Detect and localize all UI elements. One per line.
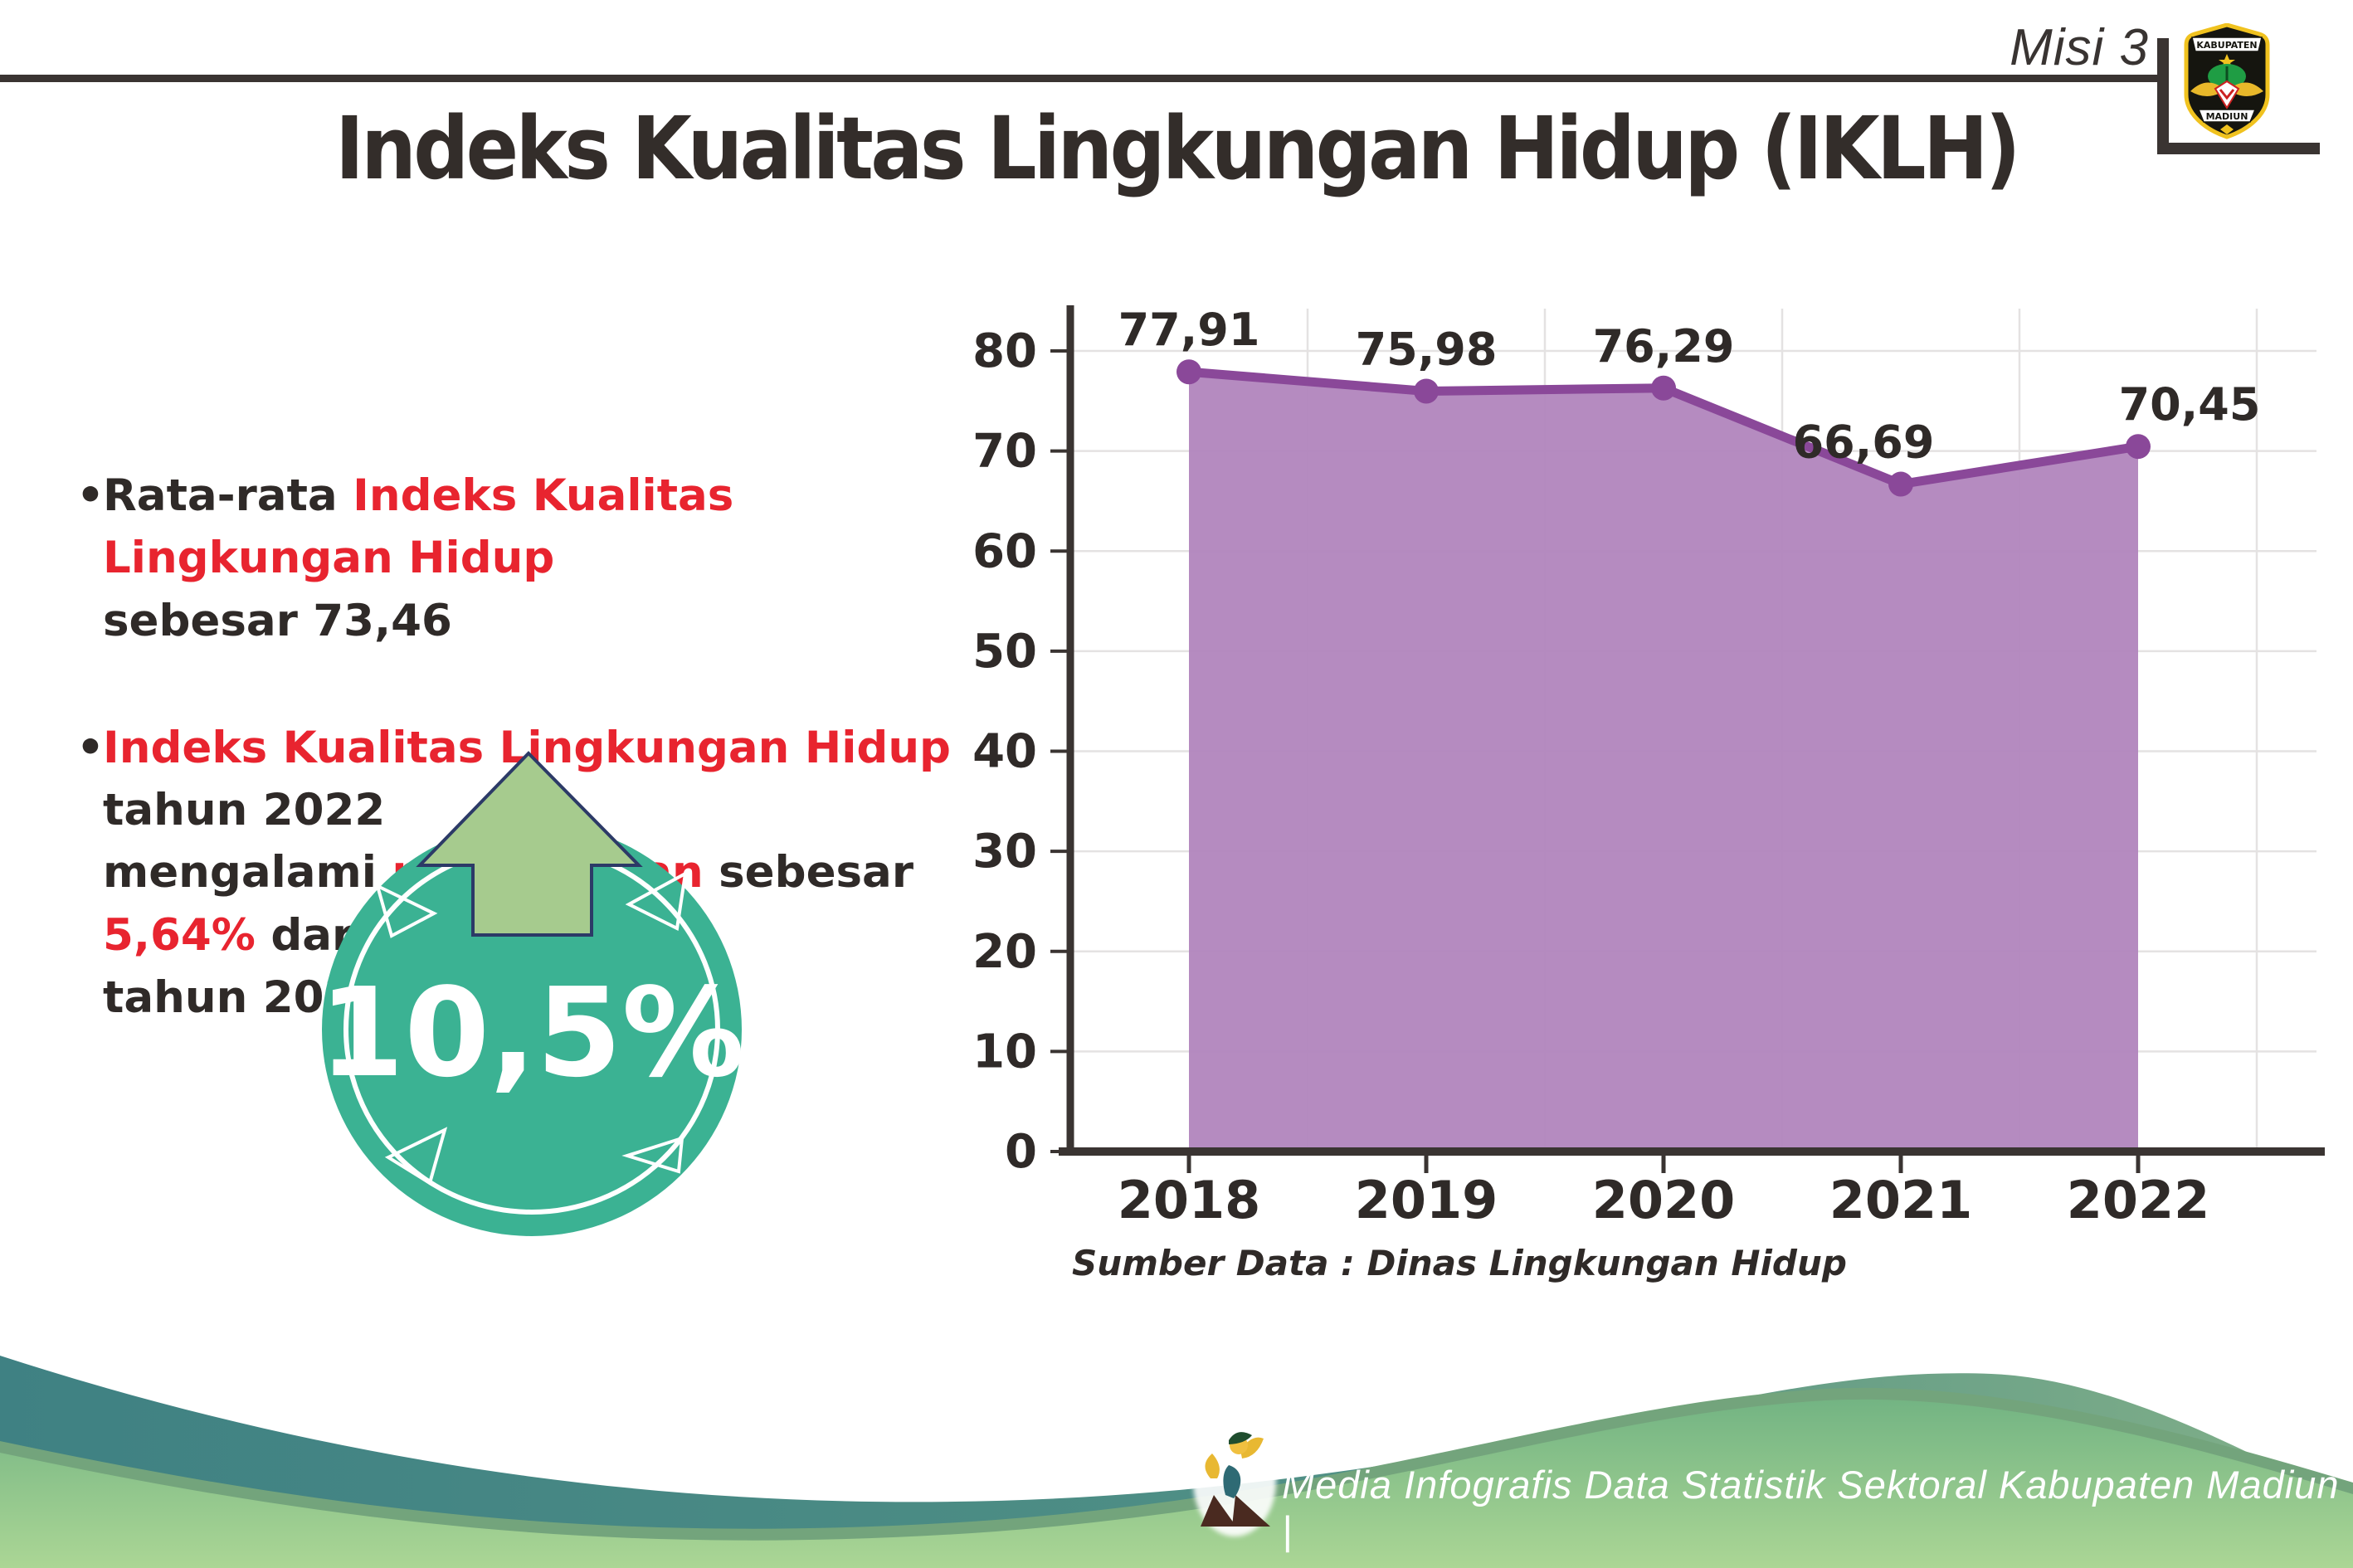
data-point — [1414, 378, 1439, 404]
mission-tag: Misi 3 — [2010, 19, 2149, 76]
badge-spark-ne — [625, 870, 688, 932]
kabupaten-madiun-crest-icon: KABUPATEN MADIUN — [2184, 23, 2270, 139]
value-label: 75,98 — [1356, 323, 1498, 375]
x-tick-label: 2019 — [1355, 1170, 1498, 1230]
badge-circle — [322, 823, 742, 1236]
x-tick-label: 2022 — [2067, 1170, 2210, 1230]
value-label: 77,91 — [1118, 304, 1260, 356]
logo-frame-horizontal — [2157, 143, 2320, 154]
area-fill — [1189, 372, 2138, 1152]
source-note: Sumber Data : Dinas Lingkungan Hidup — [1072, 1243, 1847, 1283]
data-point — [1888, 471, 1913, 497]
y-tick-label: 80 — [972, 324, 1037, 378]
data-point — [1651, 375, 1676, 401]
data-point — [1176, 359, 1201, 385]
x-tick-label: 2018 — [1118, 1170, 1261, 1230]
bullet-list: • Rata-rata Indeks Kualitas Lingkungan Hi… — [76, 465, 1030, 1093]
footer-caption: Media Infografis Data Statistik Sektoral… — [1282, 1463, 2340, 1552]
value-label: 76,29 — [1593, 320, 1735, 373]
crest-top-text: KABUPATEN — [2196, 40, 2257, 51]
mascot-icon — [1193, 1427, 1276, 1536]
increase-badge: 10,5% — [319, 751, 745, 1236]
value-label: 66,69 — [1793, 416, 1935, 469]
page-title: Indeks Kualitas Lingkungan Hidup (IKLH) — [335, 98, 2021, 199]
series-line — [1188, 367, 2139, 489]
value-label: 70,45 — [2119, 378, 2261, 431]
logo-frame-vertical — [2157, 38, 2169, 154]
data-point — [2126, 434, 2151, 460]
crest-bottom-text: MADIUN — [2206, 111, 2248, 122]
badge-spark-nw — [374, 883, 438, 938]
y-tick-label: 0 — [1005, 1125, 1037, 1179]
bullet-dot: • — [76, 470, 105, 521]
bullet-dot: • — [76, 722, 105, 773]
x-tick-label: 2021 — [1829, 1170, 1973, 1230]
header-rule — [0, 75, 2159, 82]
x-tick-label: 2020 — [1592, 1170, 1736, 1230]
footer-waves — [0, 1356, 2353, 1568]
up-arrow-icon — [416, 751, 643, 937]
badge-spark-se — [621, 1136, 684, 1174]
badge-spark-sw — [384, 1127, 448, 1186]
wave-light — [0, 1399, 2353, 1568]
badge-value: 10,5% — [319, 962, 744, 1104]
bullet-item: • Rata-rata Indeks Kualitas Lingkungan Hi… — [76, 465, 1030, 652]
